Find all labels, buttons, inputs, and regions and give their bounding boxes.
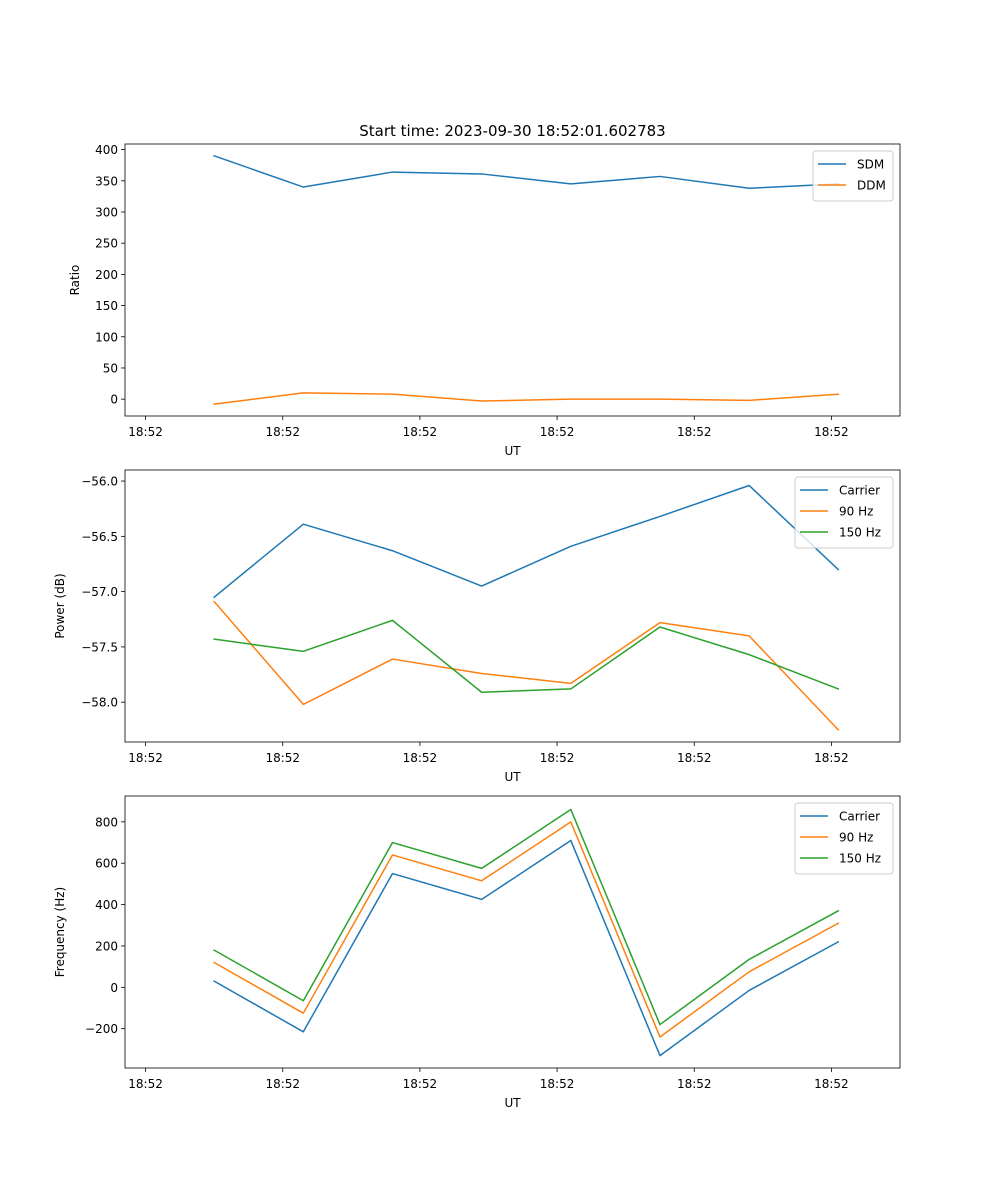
ratio-ytick-label: 50 bbox=[103, 361, 118, 375]
ratio-axes-frame bbox=[124, 143, 901, 417]
power-y-axis-label: Power (dB) bbox=[53, 573, 67, 638]
frequency-series-150-hz bbox=[213, 808, 840, 1026]
frequency-series-carrier bbox=[213, 839, 840, 1057]
ratio-xtick-label: 18:52 bbox=[265, 425, 300, 439]
frequency-ytick-label: 200 bbox=[95, 939, 118, 953]
power-legend-label: 90 Hz bbox=[839, 505, 873, 519]
ratio-panel: 18:52 18:52 18:52 18:52 18:52 18:52 0 50 100 150 2… bbox=[68, 143, 901, 458]
power-xtick-label: 18:52 bbox=[265, 751, 300, 765]
ratio-xtick-label: 18:52 bbox=[540, 425, 575, 439]
frequency-xtick-label: 18:52 bbox=[403, 1077, 438, 1091]
frequency-ytick-label: −200 bbox=[85, 1022, 118, 1036]
figure-title: Start time: 2023-09-30 18:52:01.602783 bbox=[359, 122, 665, 140]
power-xtick-label: 18:52 bbox=[128, 751, 163, 765]
power-legend: Carrier 90 Hz 150 Hz bbox=[794, 476, 894, 549]
power-legend-label: 150 Hz bbox=[839, 526, 881, 540]
power-xtick-label: 18:52 bbox=[540, 751, 575, 765]
ratio-xtick-label: 18:52 bbox=[677, 425, 712, 439]
frequency-xtick-label: 18:52 bbox=[265, 1077, 300, 1091]
ratio-ytick-label: 350 bbox=[95, 174, 118, 188]
power-ytick-label: −57.0 bbox=[81, 585, 118, 599]
power-ytick-label: −57.5 bbox=[81, 640, 118, 654]
ratio-ytick-label: 250 bbox=[95, 237, 118, 251]
ratio-y-axis-label: Ratio bbox=[68, 265, 82, 296]
power-ytick-label: −56.0 bbox=[81, 475, 118, 489]
frequency-legend-label: Carrier bbox=[839, 810, 880, 824]
power-xtick-label: 18:52 bbox=[403, 751, 438, 765]
ratio-legend-label: DDM bbox=[857, 179, 886, 193]
power-series-90-hz bbox=[213, 600, 840, 731]
frequency-axes-frame bbox=[124, 795, 901, 1069]
ratio-series-sdm bbox=[213, 154, 840, 190]
frequency-legend: Carrier 90 Hz 150 Hz bbox=[794, 802, 894, 875]
ratio-xtick-label: 18:52 bbox=[403, 425, 438, 439]
power-xtick-label: 18:52 bbox=[677, 751, 712, 765]
power-series-carrier bbox=[213, 484, 840, 599]
ratio-ytick-label: 300 bbox=[95, 206, 118, 220]
frequency-legend-box bbox=[794, 802, 894, 875]
frequency-y-axis-label: Frequency (Hz) bbox=[53, 887, 67, 978]
frequency-xtick-label: 18:52 bbox=[814, 1077, 849, 1091]
power-xtick-label: 18:52 bbox=[814, 751, 849, 765]
ratio-xtick-label: 18:52 bbox=[814, 425, 849, 439]
power-axes-frame bbox=[124, 469, 901, 743]
ratio-x-axis-label: UT bbox=[504, 444, 521, 458]
frequency-ytick-label: 400 bbox=[95, 898, 118, 912]
frequency-xtick-label: 18:52 bbox=[540, 1077, 575, 1091]
ratio-legend: SDM DDM bbox=[812, 150, 894, 202]
frequency-xtick-label: 18:52 bbox=[128, 1077, 163, 1091]
power-x-axis-label: UT bbox=[504, 770, 521, 784]
power-series-150-hz bbox=[213, 619, 840, 693]
ratio-series-ddm bbox=[213, 392, 840, 405]
ratio-ytick-label: 150 bbox=[95, 299, 118, 313]
frequency-ytick-label: 0 bbox=[110, 981, 118, 995]
power-ytick-label: −56.5 bbox=[81, 530, 118, 544]
frequency-legend-label: 150 Hz bbox=[839, 852, 881, 866]
ratio-ytick-label: 100 bbox=[95, 330, 118, 344]
power-legend-label: Carrier bbox=[839, 484, 880, 498]
power-panel: 18:52 18:52 18:52 18:52 18:52 18:52 −58.0 −57.5… bbox=[53, 469, 901, 784]
frequency-xtick-label: 18:52 bbox=[677, 1077, 712, 1091]
ratio-legend-label: SDM bbox=[857, 158, 884, 172]
frequency-legend-label: 90 Hz bbox=[839, 831, 873, 845]
frequency-panel: 18:52 18:52 18:52 18:52 18:52 18:52 −200 0 200 40… bbox=[53, 795, 901, 1110]
frequency-x-axis-label: UT bbox=[504, 1096, 521, 1110]
ratio-ytick-label: 0 bbox=[110, 393, 118, 407]
frequency-ytick-label: 600 bbox=[95, 857, 118, 871]
ratio-ytick-label: 200 bbox=[95, 268, 118, 282]
ratio-xtick-label: 18:52 bbox=[128, 425, 163, 439]
ratio-ytick-label: 400 bbox=[95, 143, 118, 157]
frequency-series-90-hz bbox=[213, 821, 840, 1038]
power-legend-box bbox=[794, 476, 894, 549]
frequency-ytick-label: 800 bbox=[95, 815, 118, 829]
power-ytick-label: −58.0 bbox=[81, 696, 118, 710]
